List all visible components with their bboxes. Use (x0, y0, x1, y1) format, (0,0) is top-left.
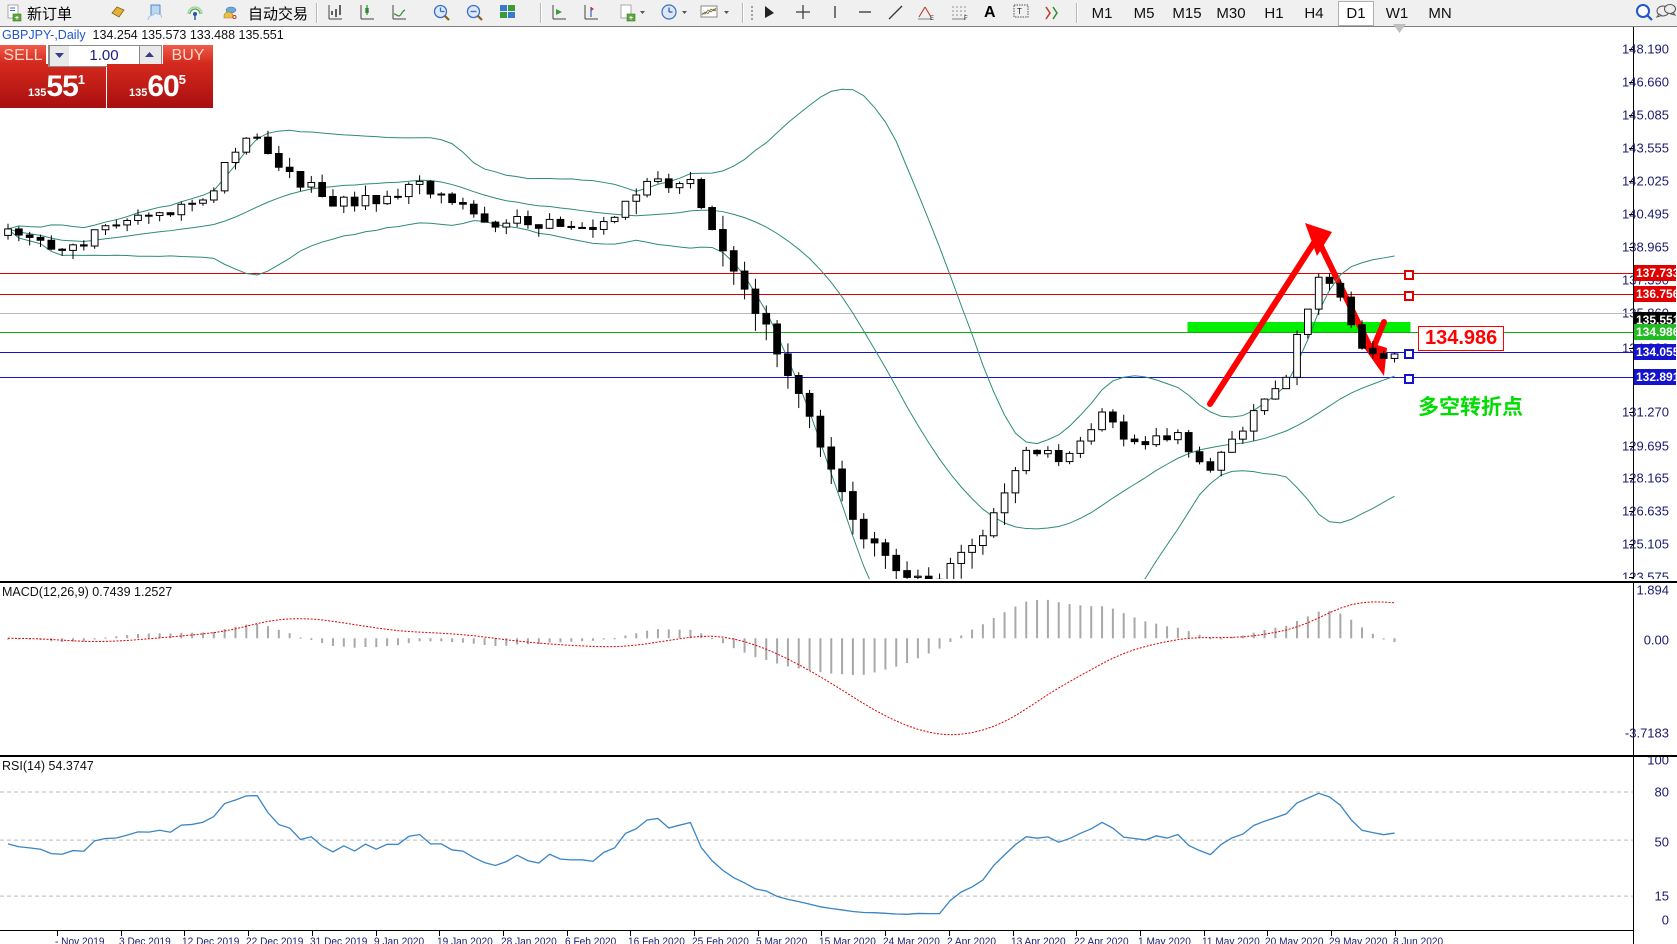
svg-text:E: E (930, 16, 934, 22)
svg-text:T: T (1017, 7, 1022, 16)
svg-text:F: F (964, 16, 968, 22)
